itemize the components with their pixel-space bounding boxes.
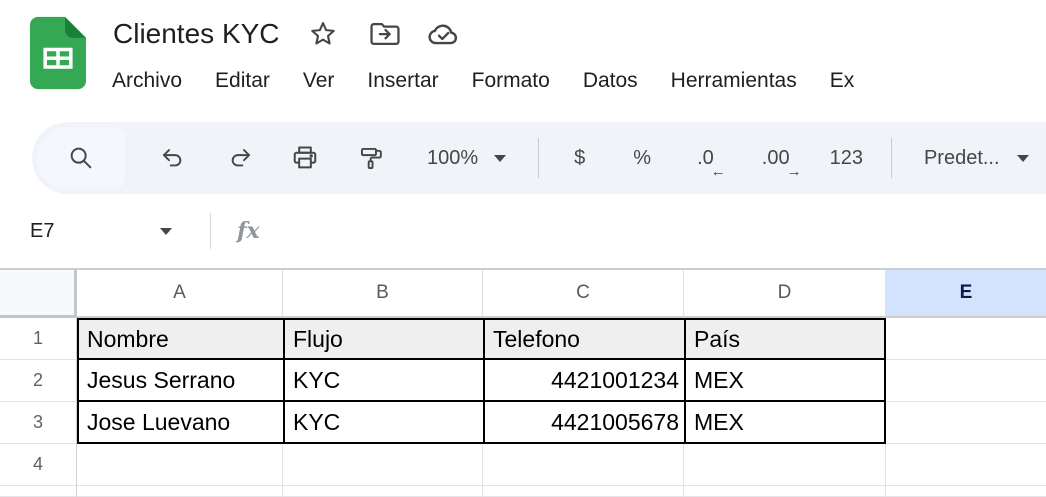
- cell-e5[interactable]: [886, 486, 1046, 497]
- cell-b1[interactable]: Flujo: [283, 318, 483, 360]
- chevron-down-icon[interactable]: [160, 227, 172, 235]
- move-folder-icon[interactable]: [368, 17, 402, 51]
- decrease-decimal-button[interactable]: .0 ←: [697, 146, 726, 180]
- cell-a3[interactable]: Jose Luevano: [77, 402, 283, 444]
- number-format-menu-button[interactable]: Predet...: [923, 146, 1000, 169]
- print-icon[interactable]: [291, 144, 319, 172]
- cell-e1[interactable]: [886, 318, 1046, 360]
- menu-ver[interactable]: Ver: [302, 69, 335, 92]
- increase-decimal-button[interactable]: .00 →: [761, 146, 802, 180]
- cell-d5[interactable]: [684, 486, 886, 497]
- cell-e2[interactable]: [886, 360, 1046, 402]
- arrow-right-icon: →: [786, 162, 802, 180]
- cell-d1[interactable]: País: [684, 318, 886, 360]
- fx-icon: fx: [237, 218, 260, 244]
- row-4: 4: [0, 444, 1046, 486]
- cell-c2[interactable]: 4421001234: [483, 360, 684, 402]
- menu-herramientas[interactable]: Herramientas: [670, 69, 797, 92]
- cell-b3[interactable]: KYC: [283, 402, 483, 444]
- redo-icon[interactable]: [225, 144, 253, 172]
- cell-a5[interactable]: [77, 486, 283, 497]
- row-1: 1 Nombre Flujo Telefono País: [0, 318, 1046, 360]
- row-header-3[interactable]: 3: [0, 402, 77, 444]
- paint-format-icon[interactable]: [357, 144, 385, 172]
- cell-d2[interactable]: MEX: [684, 360, 886, 402]
- row-5-partial: [0, 486, 1046, 497]
- row-2: 2 Jesus Serrano KYC 4421001234 MEX: [0, 360, 1046, 402]
- cell-c3[interactable]: 4421005678: [483, 402, 684, 444]
- menu-bar: Archivo Editar Ver Insertar Formato Dato…: [112, 64, 854, 98]
- cell-d4[interactable]: [684, 444, 886, 486]
- column-header-d[interactable]: D: [684, 270, 886, 318]
- column-header-b[interactable]: B: [283, 270, 483, 318]
- cell-d3[interactable]: MEX: [684, 402, 886, 444]
- column-header-c[interactable]: C: [483, 270, 684, 318]
- cell-b5[interactable]: [283, 486, 483, 497]
- format-currency-button[interactable]: $: [574, 146, 586, 169]
- formula-bar-divider: [210, 213, 211, 249]
- menu-insertar[interactable]: Insertar: [367, 69, 439, 92]
- toolbar-divider: [538, 138, 540, 178]
- app-header: Clientes KYC Archivo Editar Ver Insertar…: [0, 0, 1046, 112]
- star-icon[interactable]: [306, 17, 340, 51]
- cell-a4[interactable]: [77, 444, 283, 486]
- menu-formato[interactable]: Formato: [471, 69, 550, 92]
- document-title[interactable]: Clientes KYC: [113, 18, 280, 49]
- chevron-down-icon[interactable]: [494, 154, 507, 162]
- column-header-a[interactable]: A: [77, 270, 283, 318]
- menu-extensiones-truncated[interactable]: Ex: [829, 69, 855, 92]
- formula-bar: E7 fx: [0, 194, 1046, 268]
- row-header-5[interactable]: [0, 486, 77, 497]
- row-3: 3 Jose Luevano KYC 4421005678 MEX: [0, 402, 1046, 444]
- more-formats-button[interactable]: 123: [829, 146, 863, 169]
- chevron-down-icon[interactable]: [1016, 154, 1029, 162]
- cell-e4[interactable]: [886, 444, 1046, 486]
- search-icon: [67, 144, 95, 172]
- row-header-1[interactable]: 1: [0, 318, 77, 360]
- cell-c4[interactable]: [483, 444, 684, 486]
- search-menus-button[interactable]: [37, 127, 125, 189]
- cloud-status-icon[interactable]: [426, 17, 460, 51]
- toolbar-divider: [890, 138, 892, 178]
- menu-archivo[interactable]: Archivo: [112, 69, 183, 92]
- cell-c5[interactable]: [483, 486, 684, 497]
- select-all-corner[interactable]: [0, 270, 77, 318]
- cell-a2[interactable]: Jesus Serrano: [77, 360, 283, 402]
- column-header-e-selected[interactable]: E: [886, 270, 1046, 318]
- menu-editar[interactable]: Editar: [215, 69, 270, 92]
- spreadsheet-grid: A B C D E 1 Nombre Flujo Telefono País 2…: [0, 268, 1046, 497]
- sheets-logo-icon[interactable]: [30, 16, 86, 90]
- row-header-4[interactable]: 4: [0, 444, 77, 486]
- row-header-2[interactable]: 2: [0, 360, 77, 402]
- cell-e3[interactable]: [886, 402, 1046, 444]
- cell-c1[interactable]: Telefono: [483, 318, 684, 360]
- arrow-left-icon: ←: [710, 162, 726, 180]
- cell-b2[interactable]: KYC: [283, 360, 483, 402]
- format-percent-button[interactable]: %: [633, 146, 652, 169]
- menu-datos[interactable]: Datos: [582, 69, 638, 92]
- column-header-row: A B C D E: [0, 270, 1046, 318]
- zoom-select[interactable]: 100%: [427, 146, 479, 169]
- toolbar: 100% $ % .0 ← .00 → 123 Predet...: [32, 122, 1046, 194]
- undo-icon[interactable]: [159, 144, 187, 172]
- name-box[interactable]: E7: [30, 219, 55, 242]
- cell-b4[interactable]: [283, 444, 483, 486]
- cell-a1[interactable]: Nombre: [77, 318, 283, 360]
